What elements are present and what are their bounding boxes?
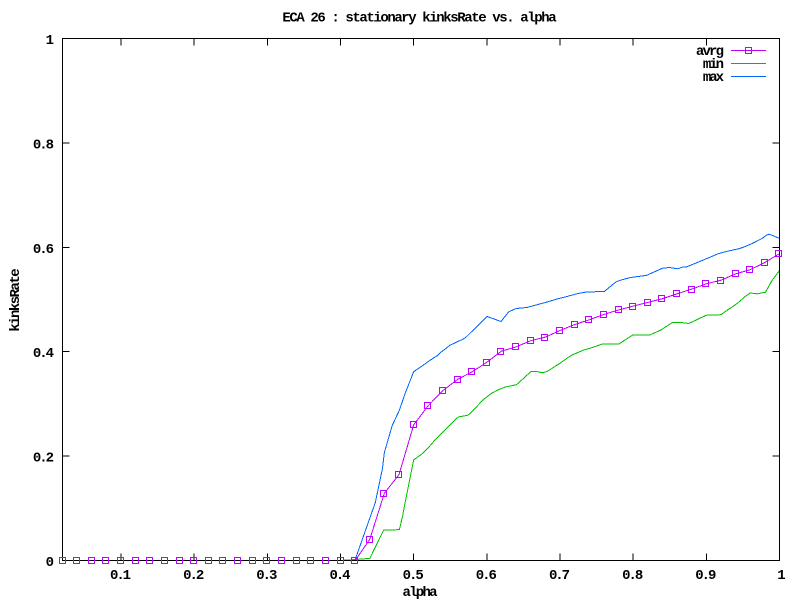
svg-text:min: min [703,57,724,73]
svg-text:1: 1 [46,33,54,49]
svg-text:0.3: 0.3 [256,568,277,584]
svg-text:0.1: 0.1 [110,568,131,584]
svg-text:0.6: 0.6 [476,568,497,584]
svg-text:alpha: alpha [402,585,438,600]
svg-text:0.8: 0.8 [33,137,54,153]
svg-text:0.5: 0.5 [403,568,424,584]
svg-text:avrg: avrg [696,44,724,60]
svg-text:0: 0 [46,555,54,571]
svg-text:0.9: 0.9 [695,568,716,584]
svg-text:max: max [703,70,725,86]
svg-text:0.2: 0.2 [183,568,204,584]
svg-text:0.7: 0.7 [549,568,570,584]
svg-text:ECA 26 : stationary kinksRate: ECA 26 : stationary kinksRate vs. alpha [282,11,557,27]
svg-text:0.4: 0.4 [33,346,54,362]
svg-text:1: 1 [777,568,785,584]
svg-text:kinksRate: kinksRate [8,268,24,331]
svg-text:0.4: 0.4 [329,568,350,584]
svg-text:0.6: 0.6 [33,242,54,258]
svg-text:0.2: 0.2 [33,451,54,467]
svg-text:0.8: 0.8 [622,568,643,584]
